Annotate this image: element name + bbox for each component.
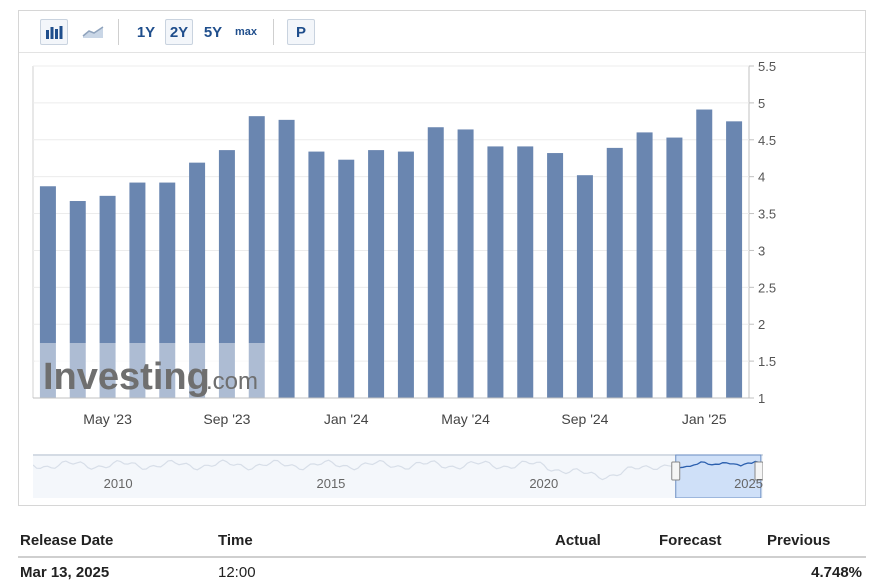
x-tick-label: Sep '23 [203, 411, 250, 427]
y-tick-label: 2 [758, 317, 765, 332]
x-tick-label: Jan '25 [682, 411, 727, 427]
bar[interactable] [159, 182, 176, 398]
bar[interactable] [39, 186, 56, 398]
bar[interactable] [397, 151, 414, 398]
navigator-history-series [33, 459, 763, 481]
table-header: Release Date Time Actual Forecast Previo… [18, 522, 866, 558]
bar[interactable] [427, 127, 444, 398]
bar[interactable] [69, 201, 86, 398]
bar[interactable] [189, 162, 206, 398]
x-tick-label: May '24 [441, 411, 490, 427]
x-tick-label: May '23 [83, 411, 132, 427]
header-actual[interactable]: Actual [555, 532, 601, 549]
bar[interactable] [576, 175, 593, 398]
y-tick-label: 2.5 [758, 280, 776, 295]
bar[interactable] [99, 195, 116, 398]
y-tick-label: 3 [758, 243, 765, 258]
bar[interactable] [696, 109, 713, 399]
bar[interactable] [129, 182, 146, 398]
bar[interactable] [368, 150, 385, 398]
bar[interactable] [726, 121, 743, 398]
x-tick-label: Jan '24 [324, 411, 369, 427]
chart-container: 1Y 2Y 5Y max P Investing .com Investing.… [18, 10, 866, 506]
bar-plot: Investing .com Investing.com 1 1.5 2 2.5 3 3.… [32, 59, 776, 427]
navigator-left-handle[interactable] [671, 461, 681, 481]
line-chart-icon[interactable] [77, 19, 109, 45]
row-release-date: Mar 13, 2025 [20, 564, 110, 581]
toolbar-separator [273, 19, 274, 45]
y-tick-label: 5.5 [758, 59, 776, 74]
bar[interactable] [218, 150, 235, 398]
bar[interactable] [517, 146, 534, 398]
y-tick-label: 1.5 [758, 354, 776, 369]
y-tick-label: 5 [758, 96, 765, 111]
bars: Investing.com [35, 109, 743, 399]
bar[interactable] [278, 119, 295, 398]
header-previous[interactable]: Previous [767, 532, 831, 549]
bar-chart-glyph [46, 26, 63, 39]
bar[interactable] [666, 137, 683, 398]
range-max-button[interactable]: max [234, 26, 258, 38]
navigator-year-label: 2025 [734, 476, 763, 491]
release-table: Release Date Time Actual Forecast Previo… [18, 522, 866, 586]
header-time[interactable]: Time [218, 532, 253, 549]
x-axis: May '23 Sep '23 Jan '24 May '24 Sep '24 Jan '… [33, 397, 749, 427]
navigator-background [33, 454, 763, 498]
range-2y-button[interactable]: 2Y [165, 19, 193, 45]
header-release-date[interactable]: Release Date [20, 532, 114, 549]
table-row: Mar 13, 2025 12:00 4.748% [18, 558, 866, 586]
line-chart-glyph [82, 26, 104, 38]
bar[interactable] [338, 159, 355, 398]
row-time: 12:00 [218, 564, 256, 581]
navigator-year-label: 2010 [104, 476, 133, 491]
x-tick-label: Sep '24 [561, 411, 608, 427]
header-forecast[interactable]: Forecast [659, 532, 722, 549]
bar[interactable] [248, 116, 265, 399]
y-tick-label: 4.5 [758, 133, 776, 148]
bar[interactable] [606, 147, 623, 398]
bar[interactable] [547, 153, 564, 398]
bar[interactable] [487, 146, 504, 398]
navigator-year-labels: 2010 2015 2020 2025 [104, 476, 763, 491]
print-button[interactable]: P [287, 19, 315, 45]
y-tick-label: 3.5 [758, 207, 776, 222]
bar-chart-icon[interactable] [40, 19, 68, 45]
toolbar-separator [118, 19, 119, 45]
y-axis: 1 1.5 2 2.5 3 3.5 4 4.5 5 5.5 [749, 59, 776, 406]
range-1y-button[interactable]: 1Y [136, 23, 156, 41]
y-tick-label: 1 [758, 391, 765, 406]
navigator-right-handle[interactable] [754, 461, 763, 481]
navigator-year-label: 2020 [529, 476, 558, 491]
range-5y-button[interactable]: 5Y [203, 23, 223, 41]
navigator-year-label: 2015 [316, 476, 345, 491]
row-previous: 4.748% [811, 564, 862, 581]
watermark-suffix-overlay: .com [206, 368, 258, 395]
navigator-selected-series [675, 460, 760, 469]
watermark-brand-overlay: Investing [43, 356, 210, 398]
y-tick-label: 4 [758, 170, 765, 185]
bar[interactable] [457, 129, 474, 398]
navigator-selection[interactable] [675, 454, 762, 498]
bar[interactable] [636, 132, 653, 398]
watermark-overlay [35, 343, 275, 398]
navigator[interactable]: 2010 2015 2020 2025 [33, 454, 763, 498]
bar[interactable] [308, 151, 325, 398]
chart-toolbar: 1Y 2Y 5Y max P [19, 11, 865, 53]
